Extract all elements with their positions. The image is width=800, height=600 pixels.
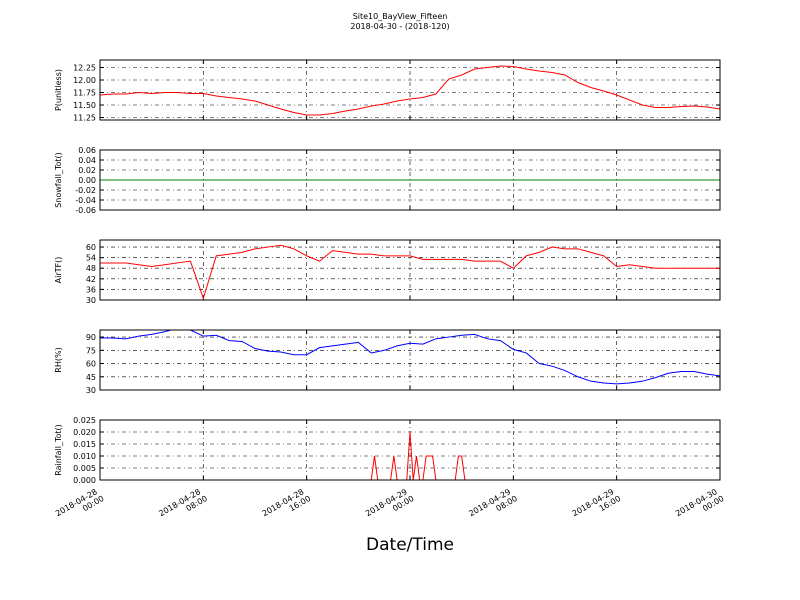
y-tick-label: 12.00: [73, 76, 96, 85]
y-tick-label: -0.02: [75, 186, 96, 195]
plot-frame: [99, 239, 721, 301]
y-tick-label: 0.005: [73, 464, 96, 473]
y-tick-label: 0.020: [73, 428, 96, 437]
y-tick-label: 42: [86, 275, 96, 284]
y-tick-label: 0.000: [73, 476, 96, 485]
y-axis-label: P(unitless): [54, 69, 63, 111]
y-tick-label: 60: [86, 360, 96, 369]
data-line: [100, 431, 720, 480]
y-axis-label: AirTF(): [54, 257, 63, 284]
x-tick-label: 2018-04-28 00:00: [54, 486, 106, 526]
chart-subtitle: 2018-04-30 - (2018-120): [350, 22, 449, 31]
y-tick-label: 30: [86, 386, 96, 395]
data-line: [100, 244, 720, 300]
y-tick-label: 0.06: [78, 146, 96, 155]
chart-title: Site10_BayView_Fifteen: [353, 12, 448, 21]
panel: -0.06-0.04-0.020.000.020.040.06 Snowfall_…: [54, 146, 721, 215]
data-line: [100, 330, 720, 385]
y-tick-label: 0.04: [78, 156, 96, 165]
y-tick-label: 11.25: [73, 114, 96, 123]
panel: 30 45 60 75 90 RH(%): [54, 329, 721, 395]
y-tick-label: 45: [86, 373, 96, 382]
plot-frame: [99, 329, 721, 391]
y-axis-label: RH(%): [54, 347, 63, 372]
y-axis-label: Snowfall_Tot(): [54, 152, 63, 208]
x-tick-label: 2018-04-28 16:00: [261, 486, 313, 526]
panel: 0.000 0.005 0.010 0.015 0.020 0.025 2018-04-28…: [54, 416, 726, 526]
y-tick-label: 48: [86, 264, 96, 273]
x-tick-label: 2018-04-30 00:00: [674, 486, 726, 526]
y-tick-label: 0.025: [73, 416, 96, 425]
y-tick-label: 0.010: [73, 452, 96, 461]
x-tick-label: 2018-04-29 08:00: [467, 486, 519, 526]
y-tick-label: 0.015: [73, 440, 96, 449]
y-tick-label: 11.75: [73, 89, 96, 98]
y-tick-label: 0.02: [78, 166, 96, 175]
y-tick-label: 11.50: [73, 101, 96, 110]
y-tick-label: 36: [86, 285, 96, 294]
x-tick-label: 2018-04-29 00:00: [364, 486, 416, 526]
y-tick-label: 60: [86, 243, 96, 252]
x-tick-label: 2018-04-28 08:00: [157, 486, 209, 526]
panel: 11.25 11.50 11.75 12.00 12.25 P(unitless): [54, 59, 721, 123]
y-tick-label: 75: [86, 346, 96, 355]
plot-frame: [99, 419, 721, 481]
y-tick-label: 54: [86, 254, 96, 263]
y-tick-label: 12.25: [73, 64, 96, 73]
y-tick-label: 30: [86, 296, 96, 305]
y-tick-label: 90: [86, 333, 96, 342]
y-axis-label: Rainfall_Tot(): [54, 424, 63, 476]
plot-frame: [99, 149, 721, 211]
y-tick-label: -0.06: [75, 206, 96, 215]
x-axis-label: Date/Time: [366, 535, 454, 555]
x-tick-label: 2018-04-29 16:00: [571, 486, 623, 526]
y-tick-label: 0.00: [78, 176, 96, 185]
y-tick-label: -0.04: [75, 196, 96, 205]
data-line: [100, 65, 720, 116]
plot-frame: [99, 59, 721, 121]
